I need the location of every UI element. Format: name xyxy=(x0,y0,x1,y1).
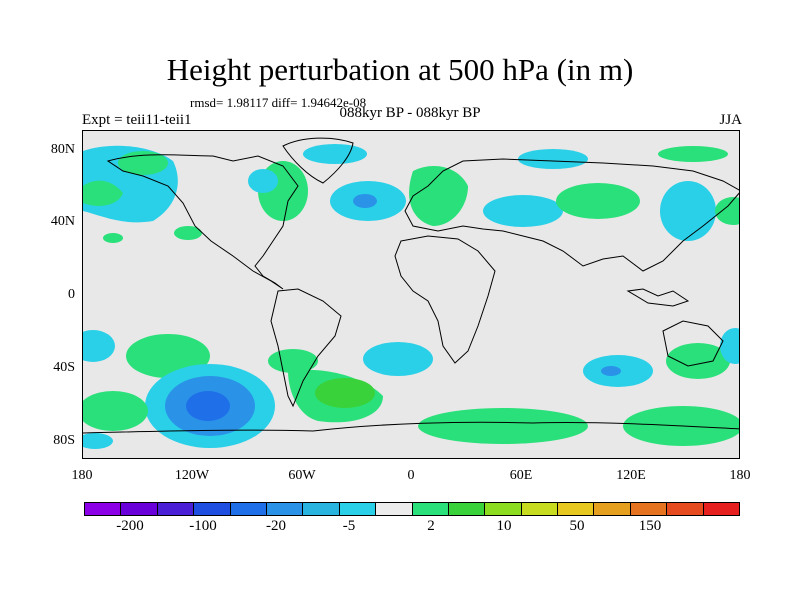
lon-tick-0: 0 xyxy=(407,468,415,483)
colorbar xyxy=(84,502,740,516)
coast-antarctica xyxy=(83,421,739,434)
colorbar-swatch xyxy=(594,503,631,515)
colorbar-swatch xyxy=(85,503,122,515)
colorbar-label: 50 xyxy=(569,518,585,534)
anomaly-positive-npacific xyxy=(83,180,123,206)
anomaly-positive-s-ocean-w xyxy=(83,391,148,431)
anomaly-negative-japan xyxy=(660,181,716,241)
lat-tick-40s: 40S xyxy=(53,360,75,375)
colorbar-swatch xyxy=(194,503,231,515)
colorbar-label: -5 xyxy=(342,518,356,534)
lat-tick-0: 0 xyxy=(68,287,75,302)
coast-australia xyxy=(662,320,724,367)
colorbar-swatch xyxy=(157,503,195,515)
anomaly-negative-spacific-core xyxy=(186,391,230,421)
anomaly-positive-npacific-e xyxy=(715,197,739,225)
colorbar-label: -200 xyxy=(116,518,144,534)
coast-africa xyxy=(394,235,496,364)
colorbar-swatch xyxy=(339,503,377,515)
coast-greenland xyxy=(282,137,354,184)
colorbar-swatch xyxy=(412,503,449,515)
anomaly-negative-spacific-w xyxy=(83,330,115,362)
colorbar-swatch xyxy=(703,503,740,515)
anomaly-positive-tasman xyxy=(666,343,730,379)
lat-tick-80n: 80N xyxy=(50,142,75,157)
anomaly-negative-siberia xyxy=(483,195,563,227)
colorbar-label: -100 xyxy=(189,518,217,534)
anomaly-negative-satlantic xyxy=(363,342,433,376)
anomaly-positive-arctic-e2 xyxy=(658,146,728,162)
anomaly-positive-asia xyxy=(556,183,640,219)
colorbar-label: 10 xyxy=(496,518,512,534)
coast-europe-asia xyxy=(404,158,739,272)
colorbar-label: 150 xyxy=(638,518,662,534)
anomaly-negative-arctic-e xyxy=(518,149,588,169)
colorbar-swatch xyxy=(448,503,486,515)
anomaly-negative-indian-core xyxy=(601,366,621,376)
anomaly-positive-europe xyxy=(409,166,468,226)
map-panel xyxy=(82,130,740,459)
lon-tick-60w: 60W xyxy=(288,468,316,483)
anomaly-positive-subtrop-pac xyxy=(174,226,202,240)
lat-tick-80s: 80S xyxy=(53,433,75,448)
anomaly-positive-satl-core xyxy=(315,378,375,408)
colorbar-swatch xyxy=(230,503,267,515)
colorbar-swatch xyxy=(521,503,559,515)
coastlines xyxy=(83,137,739,434)
colorbar-label: 2 xyxy=(427,518,435,534)
anomaly-negative-e-edge xyxy=(720,328,739,364)
anomaly-positive-s-ocean xyxy=(418,408,588,444)
anomaly-positive-small-w xyxy=(103,233,123,243)
colorbar-swatch xyxy=(558,503,595,515)
lon-tick-180w: 180 xyxy=(71,468,93,483)
lon-tick-120w: 120W xyxy=(174,468,210,483)
colorbar-swatch xyxy=(667,503,704,515)
period-label: 088kyr BP - 088kyr BP xyxy=(339,105,481,121)
colorbar-swatch xyxy=(630,503,668,515)
coast-indonesia xyxy=(626,288,690,307)
anomaly-positive-sa xyxy=(268,349,318,373)
lon-tick-120e: 120E xyxy=(616,468,646,483)
lon-tick-60e: 60E xyxy=(509,468,533,483)
anomaly-fills xyxy=(83,144,739,449)
coast-south-america xyxy=(270,288,342,408)
coast-north-america xyxy=(106,154,299,290)
anomaly-negative-natlantic-core xyxy=(353,194,377,208)
rmsd-diff-stats: rmsd= 1.98117 diff= 1.94642e-08 xyxy=(190,95,367,110)
colorbar-label: -20 xyxy=(266,518,286,534)
plot-title: Height perturbation at 500 hPa (in m) xyxy=(166,52,634,87)
map-canvas xyxy=(83,137,739,449)
anomaly-negative-canada xyxy=(248,169,278,193)
experiment-label: Expt = teii11-teii1 xyxy=(82,112,192,128)
lat-tick-40n: 40N xyxy=(50,214,75,229)
colorbar-swatch xyxy=(266,503,304,515)
lon-tick-180e: 180 xyxy=(729,468,751,483)
colorbar-swatch xyxy=(121,503,158,515)
colorbar-swatch xyxy=(303,503,340,515)
anomaly-negative-s-ocean-w xyxy=(83,433,113,449)
colorbar-swatch xyxy=(485,503,522,515)
season-label: JJA xyxy=(719,112,742,128)
colorbar-swatch xyxy=(376,503,413,515)
anomaly-negative-greenland xyxy=(303,144,367,164)
